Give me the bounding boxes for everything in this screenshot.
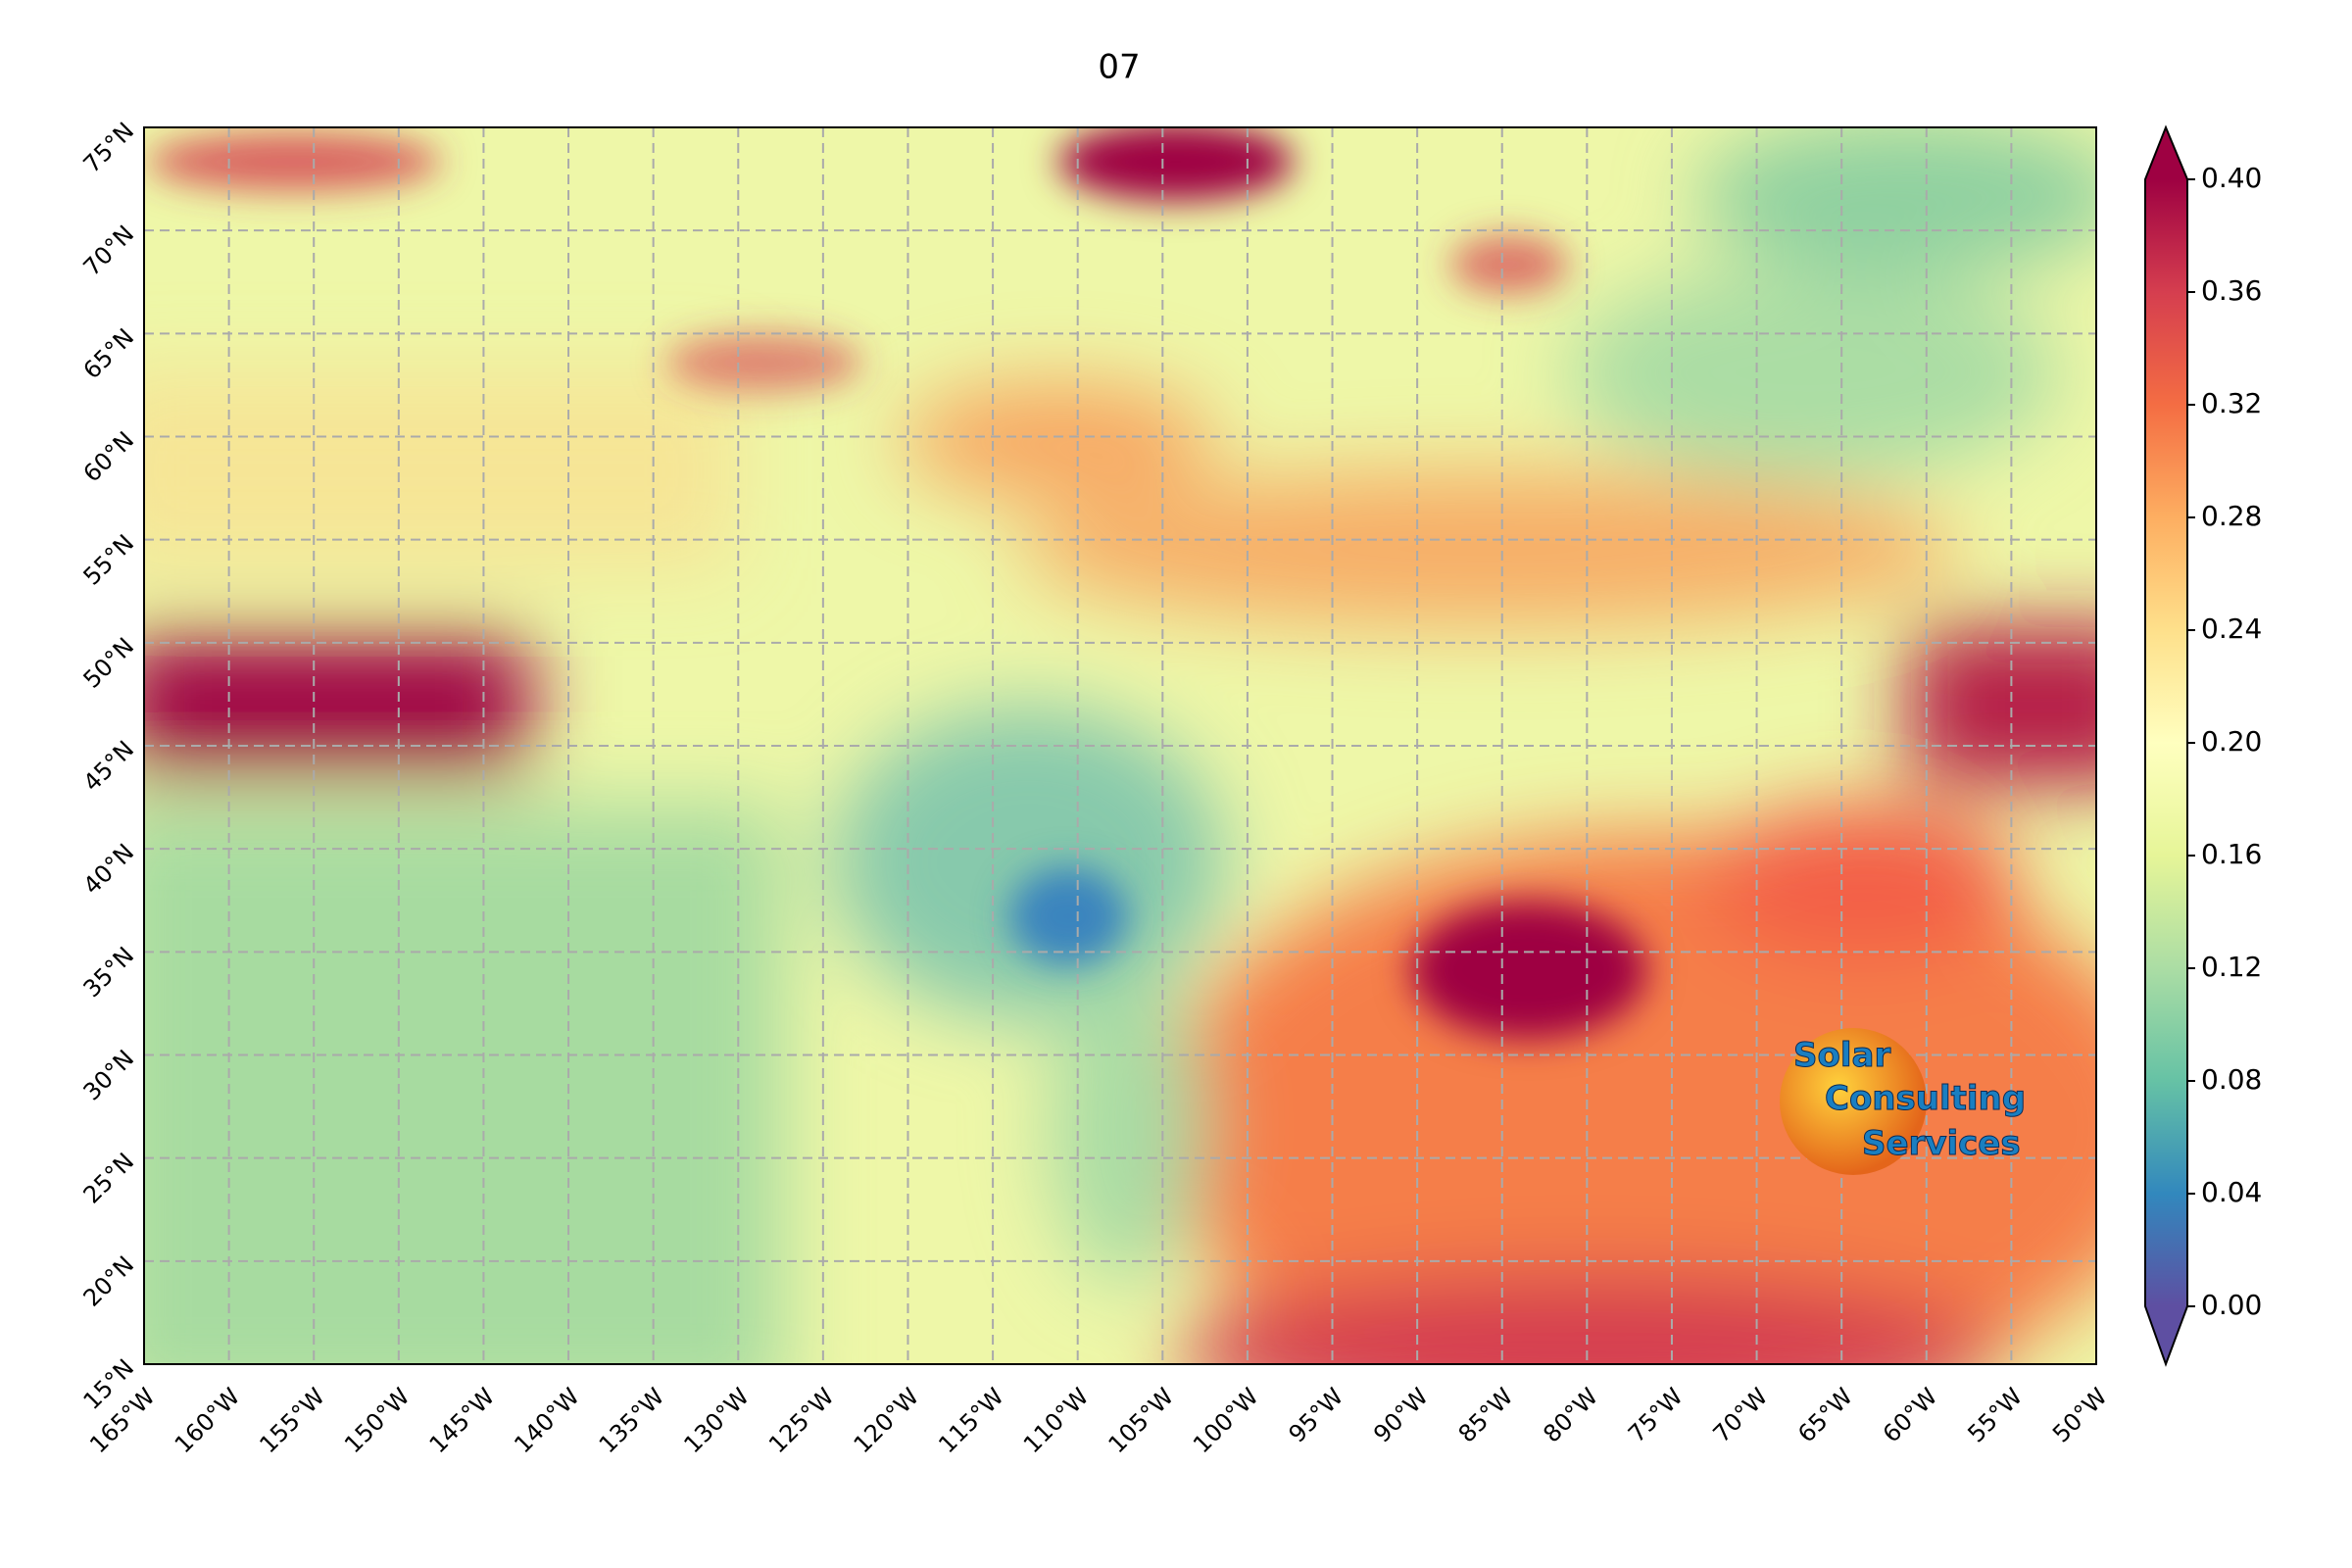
colorbar-tick-label: 0.40 <box>2201 162 2262 194</box>
x-tick-label: 150°W <box>339 1383 415 1458</box>
y-tick-label: 50°N <box>78 632 140 694</box>
colorbar-tick-label: 0.08 <box>2201 1063 2262 1096</box>
logo-line: Consulting <box>1825 1079 2026 1118</box>
colorbar-tick-label: 0.36 <box>2201 274 2262 307</box>
y-tick-label: 70°N <box>78 220 140 282</box>
x-tick-label: 135°W <box>594 1383 669 1458</box>
colorbar-tick-label: 0.32 <box>2201 387 2262 419</box>
colorbar-tick-label: 0.04 <box>2201 1176 2262 1208</box>
x-tick-label: 95°W <box>1284 1383 1349 1448</box>
logo-line: Services <box>1862 1124 2021 1163</box>
map-frame <box>143 126 2097 1365</box>
y-tick-label: 55°N <box>78 529 140 591</box>
y-tick-label: 75°N <box>78 117 140 178</box>
colorbar-tick-label: 0.20 <box>2201 725 2262 758</box>
y-tick-label: 65°N <box>78 323 140 385</box>
x-tick-label: 90°W <box>1368 1383 1434 1448</box>
heatmap <box>144 127 2096 1364</box>
x-tick-label: 100°W <box>1188 1383 1263 1458</box>
x-tick-label: 160°W <box>170 1383 245 1458</box>
x-tick-label: 110°W <box>1018 1383 1094 1458</box>
logo-line: Solar <box>1793 1036 1890 1075</box>
x-tick-label: 70°W <box>1708 1383 1774 1448</box>
colorbar-tick-label: 0.16 <box>2201 838 2262 870</box>
x-tick-label: 65°W <box>1792 1383 1858 1448</box>
logo: Solar Consulting Services <box>1780 1028 2027 1175</box>
x-tick-label: 55°W <box>1962 1383 2028 1448</box>
colorbar <box>2145 179 2187 1306</box>
y-tick-label: 45°N <box>78 735 140 797</box>
x-tick-label: 75°W <box>1623 1383 1689 1448</box>
x-tick-label: 50°W <box>2047 1383 2113 1448</box>
y-tick-label: 60°N <box>78 426 140 488</box>
x-tick-label: 145°W <box>424 1383 500 1458</box>
y-tick-label: 20°N <box>78 1250 140 1312</box>
colorbar-tick-label: 0.24 <box>2201 612 2262 645</box>
x-tick-label: 120°W <box>849 1383 924 1458</box>
x-tick-label: 105°W <box>1103 1383 1179 1458</box>
y-tick-label: 35°N <box>78 942 140 1004</box>
colorbar-tick-label: 0.00 <box>2201 1289 2262 1321</box>
colorbar-tick-label: 0.28 <box>2201 500 2262 532</box>
colorbar-tick-label: 0.12 <box>2201 951 2262 983</box>
x-tick-label: 85°W <box>1453 1383 1519 1448</box>
title: 07 <box>1098 48 1140 87</box>
x-tick-label: 115°W <box>933 1383 1008 1458</box>
y-tick-label: 40°N <box>78 839 140 901</box>
x-tick-label: 155°W <box>254 1383 329 1458</box>
x-tick-label: 125°W <box>763 1383 839 1458</box>
x-tick-label: 60°W <box>1878 1383 1943 1448</box>
graticule <box>143 126 2097 1365</box>
x-tick-label: 80°W <box>1538 1383 1603 1448</box>
colorbar-max-arrow <box>2145 127 2187 179</box>
logo-sun <box>1780 1028 1927 1175</box>
x-tick-label: 130°W <box>678 1383 754 1458</box>
y-tick-label: 25°N <box>78 1148 140 1209</box>
x-tick-label: 140°W <box>509 1383 584 1458</box>
colorbar-min-arrow <box>2145 1306 2187 1364</box>
y-tick-label: 30°N <box>78 1045 140 1106</box>
